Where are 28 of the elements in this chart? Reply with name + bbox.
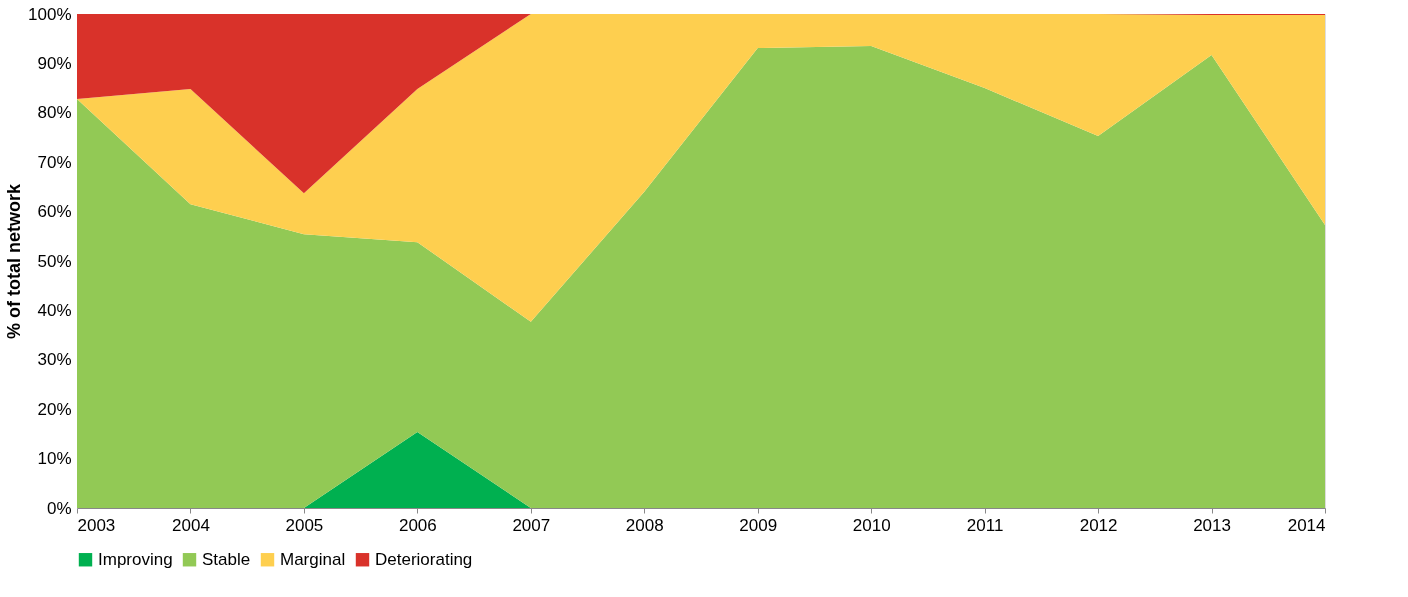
x-tick-label: 2005 xyxy=(285,515,324,535)
legend-label: Improving xyxy=(98,549,173,569)
y-tick-label: 90% xyxy=(37,53,72,73)
x-tick-label: 2013 xyxy=(1193,515,1231,535)
x-tick-label: 2011 xyxy=(966,515,1004,535)
y-axis-title: % of total network xyxy=(4,183,25,340)
x-tick-label: 2008 xyxy=(625,515,664,535)
x-tick-label: 2006 xyxy=(398,515,437,535)
y-tick-label: 10% xyxy=(37,449,72,469)
y-tick-label: 70% xyxy=(37,152,72,172)
y-tick-label: 0% xyxy=(46,498,72,518)
y-tick-label: 60% xyxy=(37,202,72,222)
y-tick-label: 40% xyxy=(37,300,72,320)
y-tick-label: 20% xyxy=(37,399,72,419)
y-tick-label: 100% xyxy=(28,4,72,24)
x-tick-label: 2010 xyxy=(852,515,891,535)
x-tick-label: 2009 xyxy=(739,515,778,535)
y-tick-label: 30% xyxy=(37,350,72,370)
x-tick-label: 2012 xyxy=(1079,515,1118,535)
y-tick-label: 80% xyxy=(37,103,72,123)
y-tick-label: 50% xyxy=(37,251,72,271)
legend-label: Marginal xyxy=(280,549,346,569)
x-tick-label: 2014 xyxy=(1287,515,1326,535)
legend-label: Stable xyxy=(202,549,251,569)
x-tick-label: 2004 xyxy=(172,515,210,535)
x-tick-label: 2007 xyxy=(512,515,551,535)
x-tick-label: 2003 xyxy=(77,515,116,535)
legend-label: Deteriorating xyxy=(375,549,473,569)
